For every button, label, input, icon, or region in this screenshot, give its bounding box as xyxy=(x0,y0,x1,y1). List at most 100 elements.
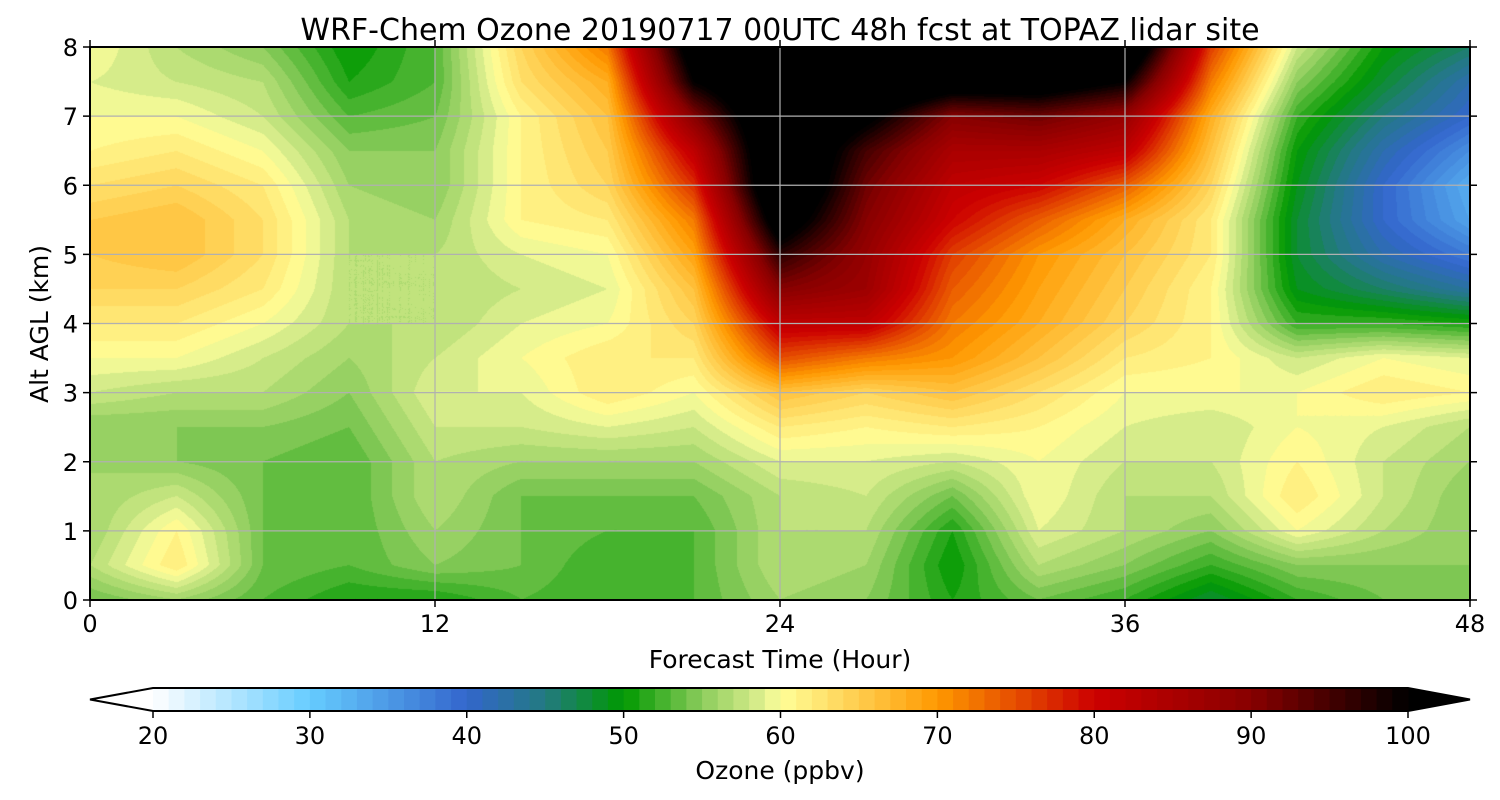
y-tick-label: 7 xyxy=(63,103,78,131)
colorbar-segment xyxy=(1125,688,1142,711)
colorbar-segment xyxy=(1157,688,1174,711)
colorbar-segment xyxy=(874,688,891,711)
colorbar-segment xyxy=(576,688,593,711)
colorbar-segment xyxy=(639,688,656,711)
colorbar-tick-label: 40 xyxy=(451,722,482,750)
colorbar-segment xyxy=(498,688,515,711)
colorbar-segment xyxy=(529,688,546,711)
colorbar-segment xyxy=(294,688,311,711)
colorbar-extend-min xyxy=(90,688,153,711)
colorbar-tick-label: 60 xyxy=(765,722,796,750)
grid-lines xyxy=(89,46,1471,601)
colorbar-segment xyxy=(1282,688,1299,711)
colorbar-segment xyxy=(921,688,938,711)
colorbar-segment xyxy=(1188,688,1205,711)
colorbar-segment xyxy=(686,688,703,711)
colorbar-tick-label: 90 xyxy=(1236,722,1267,750)
colorbar-segment xyxy=(717,688,735,711)
colorbar-segment xyxy=(1329,688,1346,711)
colorbar-segment xyxy=(1172,688,1189,711)
colorbar-segment xyxy=(372,688,389,711)
colorbar-tick-label: 70 xyxy=(922,722,953,750)
colorbar-segment xyxy=(984,688,1001,711)
colorbar-segment xyxy=(1266,688,1284,711)
x-tick-label: 36 xyxy=(1110,610,1141,638)
colorbar-segment xyxy=(1062,688,1080,711)
colorbar-segment xyxy=(780,688,797,711)
colorbar-segment xyxy=(1141,688,1158,711)
colorbar-segment xyxy=(247,688,264,711)
colorbar-segment xyxy=(435,688,452,711)
colorbar-segment xyxy=(513,688,531,711)
colorbar-extend-max xyxy=(1408,688,1470,711)
colorbar-segment xyxy=(670,688,687,711)
colorbar-segment xyxy=(623,688,640,711)
colorbar-segment xyxy=(1376,688,1393,711)
colorbar-segment xyxy=(231,688,248,711)
colorbar-segment xyxy=(607,688,625,711)
colorbar-segment xyxy=(419,688,436,711)
colorbar-segment xyxy=(1000,688,1017,711)
colorbar-tick-label: 20 xyxy=(138,722,169,750)
colorbar-segment xyxy=(1031,688,1048,711)
colorbar-segment xyxy=(1298,688,1315,711)
x-axis-ticks: 0 12 24 36 48 xyxy=(82,40,1485,638)
colorbar-segment xyxy=(1204,688,1221,711)
y-tick-label: 1 xyxy=(63,518,78,546)
x-tick-label: 12 xyxy=(420,610,451,638)
colorbar-segment xyxy=(655,688,672,711)
colorbar: 20 30 40 50 60 70 80 90 100 xyxy=(89,687,1471,750)
colorbar-segment xyxy=(341,688,358,711)
x-tick-label: 0 xyxy=(82,610,97,638)
colorbar-segment xyxy=(890,688,907,711)
colorbar-segment xyxy=(1345,688,1362,711)
colorbar-segment xyxy=(1251,688,1268,711)
colorbar-segment xyxy=(560,688,578,711)
colorbar-segment xyxy=(1094,688,1111,711)
colorbar-segment xyxy=(1015,688,1033,711)
x-tick-label: 48 xyxy=(1455,610,1486,638)
colorbar-segment xyxy=(451,688,468,711)
colorbar-segment xyxy=(153,688,170,711)
x-tick-label: 24 xyxy=(765,610,796,638)
colorbar-segment xyxy=(388,688,405,711)
colorbar-segment xyxy=(356,688,374,711)
y-tick-label: 8 xyxy=(63,34,78,62)
y-tick-label: 6 xyxy=(63,172,78,200)
colorbar-segment xyxy=(1313,688,1331,711)
colorbar-tick-label: 30 xyxy=(295,722,326,750)
colorbar-segment xyxy=(702,688,719,711)
y-tick-label: 3 xyxy=(63,380,78,408)
colorbar-segment xyxy=(309,688,327,711)
colorbar-segment xyxy=(278,688,295,711)
colorbar-segment xyxy=(1392,688,1409,711)
colorbar-segment xyxy=(858,688,876,711)
colorbar-segment xyxy=(733,688,750,711)
y-axis-label: Alt AGL (km) xyxy=(25,245,54,403)
colorbar-segment xyxy=(796,688,813,711)
colorbar-segment xyxy=(215,688,233,711)
colorbar-tick-label: 50 xyxy=(608,722,639,750)
colorbar-tick-label: 80 xyxy=(1079,722,1110,750)
colorbar-tick-label: 100 xyxy=(1385,722,1431,750)
y-tick-label: 2 xyxy=(63,449,78,477)
y-tick-label: 4 xyxy=(63,311,78,339)
colorbar-segment xyxy=(262,688,280,711)
colorbar-segment xyxy=(1235,688,1252,711)
colorbar-segment xyxy=(404,688,421,711)
y-tick-label: 5 xyxy=(63,241,78,269)
colorbar-segment xyxy=(843,688,860,711)
colorbar-segment xyxy=(1109,688,1127,711)
colorbar-segment xyxy=(937,688,954,711)
colorbar-segment xyxy=(968,688,986,711)
y-axis-ticks: 0 1 2 3 4 5 6 7 8 xyxy=(63,34,1477,615)
colorbar-segment xyxy=(592,688,609,711)
colorbar-segment xyxy=(200,688,217,711)
colorbar-segment xyxy=(168,688,185,711)
colorbar-segment xyxy=(953,688,970,711)
colorbar-segment xyxy=(1078,688,1095,711)
colorbar-segment xyxy=(1047,688,1064,711)
colorbar-segment xyxy=(749,688,766,711)
y-tick-label: 0 xyxy=(63,587,78,615)
